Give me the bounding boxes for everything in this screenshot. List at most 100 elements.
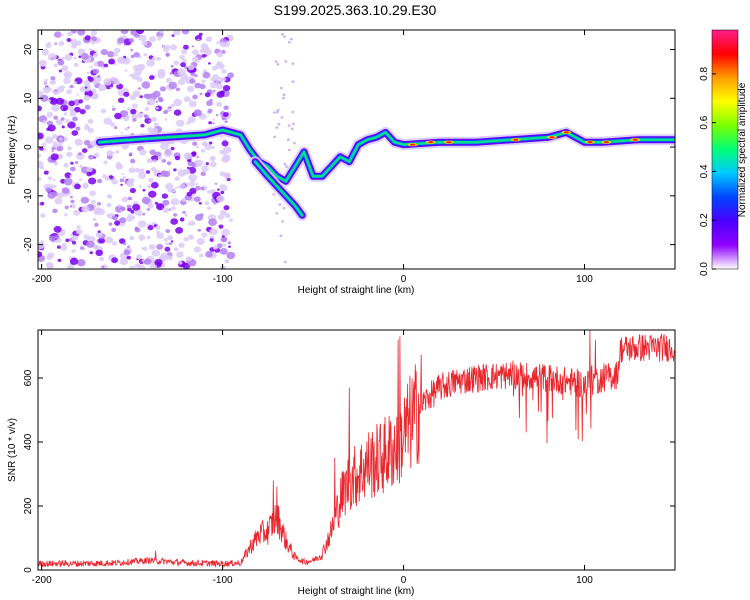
noise-blob <box>165 182 174 191</box>
noise-blob <box>54 89 58 93</box>
noise-blob <box>121 196 129 203</box>
noise-blob <box>51 150 54 153</box>
noise-blob <box>90 40 96 45</box>
colorbar-tick-label: 0.2 <box>699 213 710 227</box>
noise-blob <box>56 192 64 199</box>
spectrogram-ylabel: Frequency (Hz) <box>7 116 18 185</box>
noise-blob <box>183 237 189 242</box>
noise-blob <box>138 34 147 42</box>
noise-blob <box>183 96 191 103</box>
noise-blob <box>191 179 196 183</box>
noise-blob <box>188 181 196 187</box>
noise-blob <box>120 131 124 134</box>
noise-blob <box>120 183 123 186</box>
noise-blob <box>43 170 49 175</box>
noise-blob <box>154 258 163 266</box>
noise-blob <box>99 256 105 261</box>
noise-blob <box>162 170 171 178</box>
noise-blob <box>142 212 146 216</box>
noise-blob <box>184 213 188 217</box>
noise-blob <box>128 265 136 269</box>
noise-blob <box>110 76 117 82</box>
noise-blob <box>206 190 210 193</box>
noise-blob <box>212 122 215 125</box>
noise-blob <box>176 119 185 127</box>
page-title: S199.2025.363.10.29.E30 <box>273 2 437 18</box>
noise-blob <box>114 220 121 226</box>
noise-blob <box>111 257 118 264</box>
noise-blob <box>128 38 134 43</box>
noise-blob <box>149 36 157 42</box>
noise-blob <box>109 86 113 90</box>
noise-blob <box>183 44 189 50</box>
noise-blob <box>168 81 178 90</box>
noise-blob <box>216 195 225 203</box>
noise-blob <box>64 213 68 217</box>
noise-blob <box>100 108 107 114</box>
noise-blob <box>150 168 153 171</box>
noise-blob <box>63 71 73 79</box>
noise-blob <box>151 249 161 257</box>
noise-blob <box>80 196 90 204</box>
noise-blob <box>61 56 65 60</box>
noise-blob <box>194 74 198 78</box>
noise-blob <box>54 163 58 166</box>
noise-blob <box>87 144 93 149</box>
noise-blob <box>171 34 175 37</box>
noise-blob <box>96 178 103 184</box>
noise-blob <box>48 53 57 61</box>
noise-blob <box>274 60 278 63</box>
noise-blob <box>173 189 177 193</box>
noise-blob <box>224 212 231 219</box>
noise-blob <box>85 123 89 127</box>
noise-blob <box>165 52 170 56</box>
noise-blob <box>95 231 103 238</box>
noise-blob <box>220 61 223 64</box>
noise-blob <box>169 72 173 75</box>
noise-blob <box>201 232 208 238</box>
noise-blob <box>192 49 199 55</box>
noise-blob <box>95 249 103 256</box>
noise-blob <box>148 177 154 183</box>
noise-blob <box>89 190 96 197</box>
noise-blob <box>147 42 151 45</box>
noise-blob <box>117 204 122 208</box>
noise-blob <box>103 78 112 86</box>
noise-blob <box>222 154 231 162</box>
noise-blob <box>199 92 203 96</box>
hotspot-core <box>410 143 416 146</box>
noise-blob <box>273 135 277 139</box>
noise-blob <box>289 37 293 41</box>
noise-blob <box>129 215 136 220</box>
noise-blob <box>126 204 132 209</box>
noise-blob <box>38 241 45 250</box>
noise-blob <box>199 48 205 53</box>
noise-blob <box>187 64 195 71</box>
noise-blob <box>41 142 47 147</box>
noise-blob <box>72 116 78 122</box>
noise-blob <box>170 146 175 151</box>
noise-blob <box>222 243 227 247</box>
noise-blob <box>143 53 148 57</box>
noise-blob <box>69 110 77 117</box>
noise-blob <box>90 30 98 36</box>
noise-blob <box>223 112 229 117</box>
noise-blob <box>155 230 160 234</box>
noise-blob <box>216 41 220 45</box>
x-tick-label: 100 <box>576 575 593 586</box>
noise-blob <box>178 78 186 86</box>
noise-blob <box>170 103 175 108</box>
noise-blob <box>291 122 295 126</box>
noise-blob <box>221 118 225 121</box>
noise-blob <box>82 182 89 189</box>
noise-blob <box>94 49 97 53</box>
noise-blob <box>70 38 78 46</box>
snr-xlabel: Height of straight line (km) <box>298 586 415 597</box>
noise-blob <box>60 117 65 121</box>
y-tick-label: -10 <box>23 188 34 203</box>
ridge-descending-branch <box>253 160 304 217</box>
noise-blob <box>287 148 291 152</box>
noise-blob <box>143 258 152 265</box>
noise-blob <box>60 245 68 251</box>
colorbar-gradient <box>711 29 739 270</box>
